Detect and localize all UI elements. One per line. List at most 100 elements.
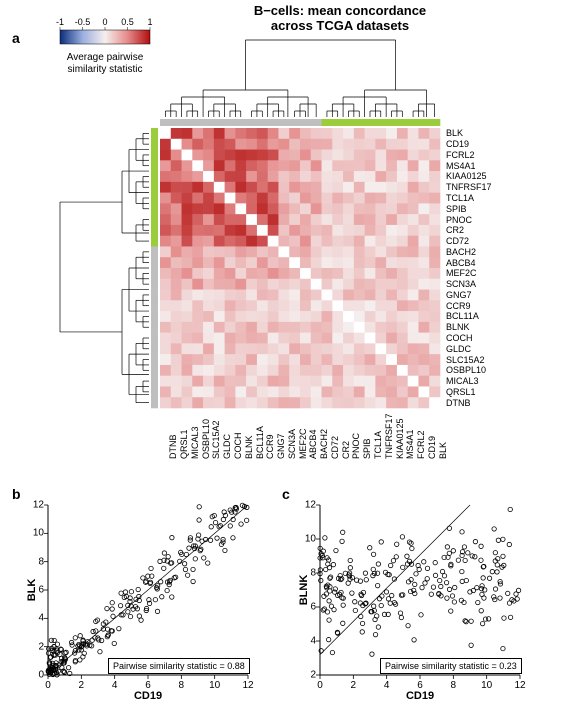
gene-label-col: SPIB	[362, 438, 372, 459]
gene-label-row: TNFRSF17	[446, 182, 492, 192]
xtick-b: 2	[79, 680, 85, 691]
row-group-bar	[151, 139, 158, 150]
xtick-b: 10	[209, 680, 220, 691]
heatmap-title: B−cells: mean concordance across TCGA da…	[210, 4, 470, 34]
gene-label-row: CD72	[446, 236, 469, 246]
row-group-bar	[151, 150, 158, 161]
gene-label-col: CR2	[341, 441, 351, 459]
colorbar-tick: -1	[52, 17, 68, 27]
gene-label-col: MEF2C	[298, 428, 308, 459]
row-group-bar	[151, 343, 158, 354]
gene-label-row: BACH2	[446, 247, 476, 257]
colorbar-label-line2: similarity statistic	[67, 64, 142, 75]
row-group-bar	[151, 246, 158, 257]
gene-label-col: BCL11A	[255, 426, 265, 459]
colorbar-tick: 1	[142, 17, 158, 27]
row-group-bar	[151, 300, 158, 311]
heatmap	[160, 128, 440, 408]
gene-label-col: MICAL3	[190, 426, 200, 459]
panel-label-a: a	[12, 30, 20, 46]
row-group-bar	[151, 257, 158, 268]
scatter-b	[44, 503, 249, 679]
ytick-c: 4	[298, 636, 316, 647]
gene-label-row: PNOC	[446, 215, 472, 225]
xtick-c: 2	[351, 680, 357, 691]
colorbar-tick: 0.5	[120, 17, 136, 27]
colorbar	[60, 30, 150, 44]
xtick-b: 12	[242, 680, 253, 691]
xtick-c: 6	[417, 680, 423, 691]
row-group-bar	[151, 365, 158, 376]
gene-label-row: BLK	[446, 128, 463, 138]
gene-label-row: ABCB4	[446, 258, 476, 268]
row-group-bar	[151, 193, 158, 204]
row-group-bar	[151, 333, 158, 344]
col-group-bar	[246, 119, 257, 126]
gene-label-row: QRSL1	[446, 387, 476, 397]
ytick-b: 2	[26, 641, 44, 652]
row-group-bar	[151, 236, 158, 247]
row-group-bar	[151, 311, 158, 322]
row-group-bar	[151, 279, 158, 290]
row-group-bar	[151, 386, 158, 397]
col-group-bar	[343, 119, 354, 126]
xtick-c: 12	[514, 680, 525, 691]
gene-label-row: TCL1A	[446, 193, 474, 203]
gene-label-col: TNFRSF17	[384, 413, 394, 459]
row-group-bar	[151, 376, 158, 387]
ytick-b: 6	[26, 585, 44, 596]
col-group-bar	[386, 119, 397, 126]
col-group-bar	[365, 119, 376, 126]
col-group-bar	[332, 119, 343, 126]
col-group-bar	[311, 119, 322, 126]
col-group-bar	[171, 119, 182, 126]
gene-label-col: MS4A1	[405, 429, 415, 459]
row-group-bar	[151, 160, 158, 171]
stat-box-b: Pairwise similarity statistic = 0.88	[108, 658, 250, 674]
row-group-bar	[151, 322, 158, 333]
gene-label-row: CCR9	[446, 301, 471, 311]
gene-label-row: SCN3A	[446, 279, 476, 289]
ytick-c: 6	[298, 602, 316, 613]
col-group-bar	[203, 119, 214, 126]
col-group-bar	[214, 119, 225, 126]
col-group-bar	[397, 119, 408, 126]
stat-box-c: Pairwise similarity statistic = 0.23	[380, 658, 522, 674]
row-group-bar	[151, 182, 158, 193]
row-group-bar	[151, 397, 158, 408]
ytick-c: 8	[298, 568, 316, 579]
xtick-c: 0	[317, 680, 323, 691]
xtick-c: 10	[481, 680, 492, 691]
col-group-bar	[408, 119, 419, 126]
gene-label-row: KIAA0125	[446, 171, 487, 181]
gene-label-row: GLDC	[446, 344, 471, 354]
panel-label-b: b	[12, 486, 21, 502]
colorbar-tick: 0	[97, 17, 113, 27]
colorbar-label-line1: Average pairwise	[67, 52, 144, 63]
col-group-bar	[192, 119, 203, 126]
gene-label-row: BLNK	[446, 322, 470, 332]
col-group-bar	[322, 119, 333, 126]
gene-label-row: DTNB	[446, 398, 471, 408]
xtick-b: 4	[112, 680, 118, 691]
row-group-bar	[151, 290, 158, 301]
col-group-bar	[268, 119, 279, 126]
col-group-bar	[225, 119, 236, 126]
panel-label-c: c	[282, 486, 290, 502]
gene-label-col: SCN3A	[287, 429, 297, 459]
col-group-bar	[235, 119, 246, 126]
xtick-b: 0	[45, 680, 51, 691]
gene-label-col: QRSL1	[179, 429, 189, 459]
col-group-bar	[182, 119, 193, 126]
gene-label-col: OSBPL10	[201, 419, 211, 459]
col-group-bar	[418, 119, 429, 126]
gene-label-col: BACH2	[319, 429, 329, 459]
col-group-bar	[160, 119, 171, 126]
gene-label-row: CR2	[446, 225, 464, 235]
col-group-bar	[257, 119, 268, 126]
gene-label-col: BLNK	[244, 435, 254, 459]
row-group-bar	[151, 268, 158, 279]
ytick-c: 12	[298, 500, 316, 511]
col-group-bar	[429, 119, 440, 126]
gene-label-col: PNOC	[351, 433, 361, 459]
